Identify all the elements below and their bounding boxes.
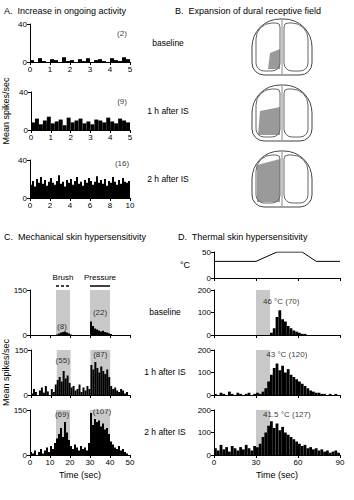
svg-text:200: 200 (198, 406, 212, 415)
svg-text:150: 150 (14, 406, 28, 415)
svg-text:46 °C (70): 46 °C (70) (263, 297, 300, 306)
svg-text:5: 5 (128, 133, 133, 142)
svg-text:Time (sec): Time (sec) (59, 470, 101, 480)
svg-text:60: 60 (294, 458, 303, 467)
svg-text:D. Thermal skin hypersensitiv: D. Thermal skin hypersensitivity (178, 232, 308, 242)
svg-text:2: 2 (48, 201, 53, 210)
svg-text:°C: °C (180, 260, 191, 270)
svg-text:C. Mechanical skin hypersensi: C. Mechanical skin hypersensitivity (4, 232, 147, 242)
svg-text:200: 200 (198, 346, 212, 355)
svg-text:(87): (87) (93, 350, 108, 359)
svg-text:150: 150 (14, 286, 28, 295)
svg-text:40: 40 (106, 458, 115, 467)
svg-text:0: 0 (207, 391, 212, 400)
svg-text:(55): (55) (56, 356, 71, 365)
svg-text:4: 4 (108, 133, 113, 142)
svg-text:0: 0 (212, 458, 217, 467)
svg-text:1 h after IS: 1 h after IS (144, 367, 186, 377)
svg-text:(22): (22) (93, 308, 108, 317)
svg-text:10: 10 (126, 201, 135, 210)
svg-text:0: 0 (28, 458, 33, 467)
svg-text:0: 0 (207, 274, 212, 283)
svg-text:50: 50 (126, 458, 135, 467)
svg-text:4: 4 (68, 201, 73, 210)
svg-text:0: 0 (22, 450, 27, 460)
svg-text:90: 90 (336, 458, 345, 467)
svg-text:(9): (9) (117, 97, 127, 106)
svg-text:A. Increase in ongoing activi: A. Increase in ongoing activity (4, 6, 127, 16)
svg-text:10: 10 (46, 458, 55, 467)
svg-text:40: 40 (18, 20, 27, 29)
svg-text:2: 2 (68, 133, 73, 142)
svg-text:4: 4 (108, 65, 113, 74)
svg-text:(69): (69) (55, 410, 70, 419)
svg-text:0: 0 (22, 57, 27, 67)
svg-text:100: 100 (198, 308, 212, 317)
svg-text:3: 3 (88, 133, 93, 142)
svg-text:30: 30 (252, 458, 261, 467)
svg-text:1 h after IS: 1 h after IS (147, 106, 189, 116)
svg-text:B. Expansion of dural recepti: B. Expansion of dural receptive field (175, 6, 321, 16)
svg-text:Pressure: Pressure (84, 273, 117, 282)
svg-text:(8): (8) (57, 322, 67, 331)
svg-text:0: 0 (28, 201, 33, 210)
svg-text:41.5 °C (127): 41.5 °C (127) (263, 410, 311, 419)
svg-text:6: 6 (88, 201, 93, 210)
svg-text:150: 150 (15, 346, 29, 355)
svg-text:1: 1 (49, 133, 54, 142)
svg-text:(2): (2) (117, 29, 127, 38)
svg-text:baseline: baseline (152, 38, 184, 48)
svg-text:30: 30 (86, 458, 95, 467)
svg-text:40: 40 (18, 156, 27, 165)
svg-text:0: 0 (23, 125, 28, 135)
svg-text:0: 0 (206, 450, 211, 460)
svg-text:2 h after IS: 2 h after IS (144, 427, 186, 437)
svg-text:5: 5 (128, 65, 133, 74)
svg-text:Time (sec): Time (sec) (256, 470, 298, 480)
svg-text:0: 0 (29, 133, 34, 142)
svg-text:0: 0 (207, 331, 212, 340)
svg-text:(107): (107) (93, 407, 112, 416)
svg-text:Mean spikes/sec: Mean spikes/sec (1, 77, 11, 145)
svg-text:3: 3 (88, 65, 93, 74)
svg-text:2 h after IS: 2 h after IS (147, 174, 189, 184)
svg-text:40: 40 (19, 88, 28, 97)
svg-text:0: 0 (28, 65, 33, 74)
svg-text:1: 1 (48, 65, 53, 74)
svg-text:20: 20 (66, 458, 75, 467)
svg-text:0: 0 (22, 193, 27, 203)
svg-text:200: 200 (198, 286, 212, 295)
svg-text:(16): (16) (115, 159, 130, 168)
svg-text:8: 8 (108, 201, 113, 210)
svg-text:baseline: baseline (149, 307, 181, 317)
svg-text:0: 0 (24, 391, 29, 400)
svg-text:Mean spikes/sec: Mean spikes/sec (1, 338, 11, 406)
svg-text:0: 0 (23, 331, 28, 340)
svg-text:Brush: Brush (53, 273, 74, 282)
svg-text:50: 50 (202, 248, 211, 257)
svg-text:100: 100 (198, 428, 212, 437)
svg-text:43 °C (120): 43 °C (120) (266, 350, 307, 359)
svg-text:2: 2 (68, 65, 73, 74)
svg-text:100: 100 (198, 368, 212, 377)
